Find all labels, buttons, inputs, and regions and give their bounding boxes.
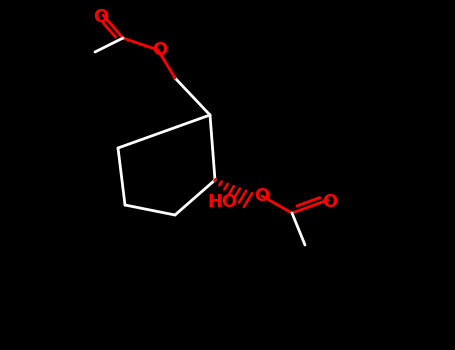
Text: O: O: [323, 193, 338, 211]
Text: O: O: [93, 8, 109, 26]
Text: HO: HO: [208, 193, 238, 211]
Text: O: O: [152, 41, 167, 59]
Text: O: O: [254, 187, 270, 205]
